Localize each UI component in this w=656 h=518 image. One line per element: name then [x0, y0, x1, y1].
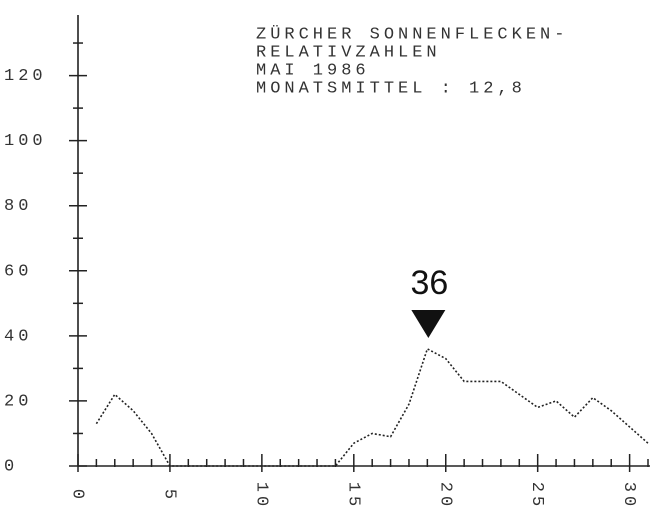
x-tick-label: 30	[619, 482, 638, 510]
chart-title: MONATSMITTEL : 12,8	[256, 79, 526, 98]
annotation-arrow	[411, 310, 446, 338]
y-tick-label: 20	[4, 392, 32, 411]
y-tick-label: 80	[4, 197, 32, 216]
y-tick-label: 0	[4, 457, 18, 476]
chart-title: ZÜRCHER SONNENFLECKEN-	[256, 24, 568, 44]
annotation: 36	[410, 264, 448, 302]
x-tick-label: 0	[68, 489, 87, 503]
data-line	[95, 347, 649, 467]
y-tick-label: 120	[4, 67, 47, 86]
chart-title: RELATIVZAHLEN	[256, 43, 441, 62]
chart-title: MAI 1986	[256, 61, 370, 80]
x-tick-label: 15	[343, 482, 362, 510]
y-tick-label: 60	[4, 262, 32, 281]
x-tick-label: 25	[527, 482, 546, 510]
x-tick-label: 10	[251, 482, 270, 510]
y-tick-label: 40	[4, 327, 32, 346]
x-tick-label: 20	[435, 482, 454, 510]
y-tick-label: 100	[4, 132, 47, 151]
x-tick-label: 5	[159, 489, 178, 503]
